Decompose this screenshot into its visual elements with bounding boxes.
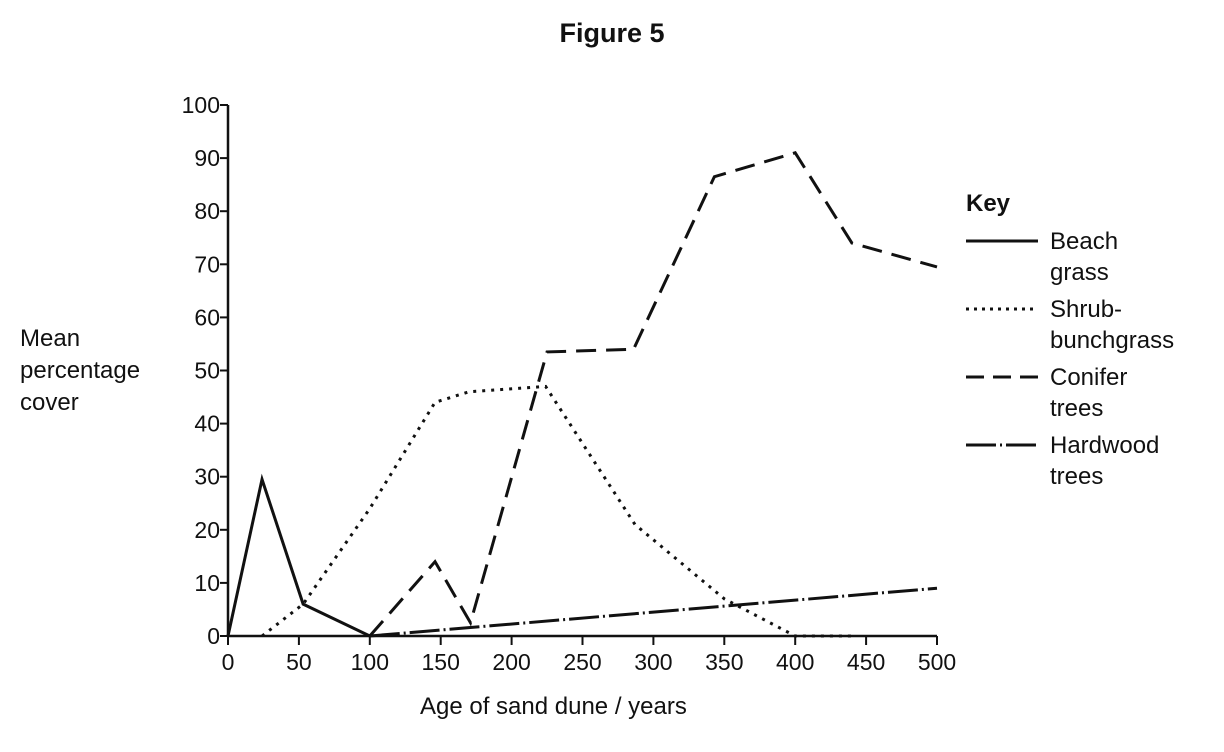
y-tick-label: 80 <box>194 198 220 224</box>
y-tick-label: 20 <box>194 517 220 543</box>
y-tick-label: 30 <box>194 464 220 490</box>
legend-label: Hardwood <box>1050 432 1160 459</box>
x-axis-label: Age of sand dune / years <box>420 693 687 720</box>
legend-label: Conifer <box>1050 364 1128 391</box>
series-conifer-trees <box>368 151 938 637</box>
chart-axes: 0 50 100 150 200 250 300 350 400 450 500 0 10 20 30 40 5… <box>182 92 957 675</box>
y-tick-label: 100 <box>182 92 220 118</box>
legend-label: trees <box>1050 395 1104 422</box>
legend-item-conifer-trees: Conifer trees <box>966 362 1174 424</box>
legend-label: grass <box>1050 259 1109 286</box>
y-axis-label: Mean percentage cover <box>20 323 140 419</box>
dashdot-line-swatch-icon <box>966 443 1038 447</box>
series-hardwood-trees <box>369 586 938 638</box>
series-beach-grass <box>226 473 371 638</box>
x-tick-label: 350 <box>705 649 743 675</box>
y-tick-label: 50 <box>194 358 220 384</box>
legend-label: bunchgrass <box>1050 327 1175 354</box>
y-axis-label-line: cover <box>20 389 79 416</box>
legend-label: Beach <box>1050 228 1119 255</box>
x-tick-label: 0 <box>222 649 235 675</box>
legend: Key Beach grass Shrub- bunchgrass Conife… <box>966 190 1174 498</box>
x-tick-label: 400 <box>776 649 814 675</box>
figure-title: Figure 5 <box>559 18 665 48</box>
x-tick-label: 250 <box>563 649 601 675</box>
y-tick-label: 40 <box>194 411 220 437</box>
legend-item-hardwood-trees: Hardwood trees <box>966 430 1174 492</box>
chart-series <box>226 151 938 638</box>
x-tick-label: 200 <box>492 649 530 675</box>
dashed-line-swatch-icon <box>966 375 1038 379</box>
y-tick-label: 70 <box>194 251 220 277</box>
dotted-line-swatch-icon <box>966 307 1038 311</box>
y-tick-label: 10 <box>194 570 220 596</box>
x-tick-label: 50 <box>286 649 312 675</box>
x-tick-label: 150 <box>422 649 460 675</box>
x-tick-label: 450 <box>847 649 885 675</box>
legend-label: trees <box>1050 463 1104 490</box>
y-tick-label: 0 <box>207 623 220 649</box>
y-axis-label-line: percentage <box>20 357 141 384</box>
solid-line-swatch-icon <box>966 239 1038 243</box>
legend-item-beach-grass: Beach grass <box>966 226 1174 288</box>
series-shrub-bunchgrass <box>261 384 852 638</box>
x-tick-label: 300 <box>634 649 672 675</box>
legend-label: Shrub- <box>1050 296 1123 323</box>
y-axis-label-line: Mean <box>20 325 81 352</box>
y-tick-label: 90 <box>194 145 220 171</box>
x-tick-label: 500 <box>918 649 956 675</box>
y-tick-label: 60 <box>194 304 220 330</box>
x-tick-label: 100 <box>351 649 389 675</box>
legend-title: Key <box>966 190 1011 217</box>
legend-item-shrub-bunchgrass: Shrub- bunchgrass <box>966 294 1174 356</box>
